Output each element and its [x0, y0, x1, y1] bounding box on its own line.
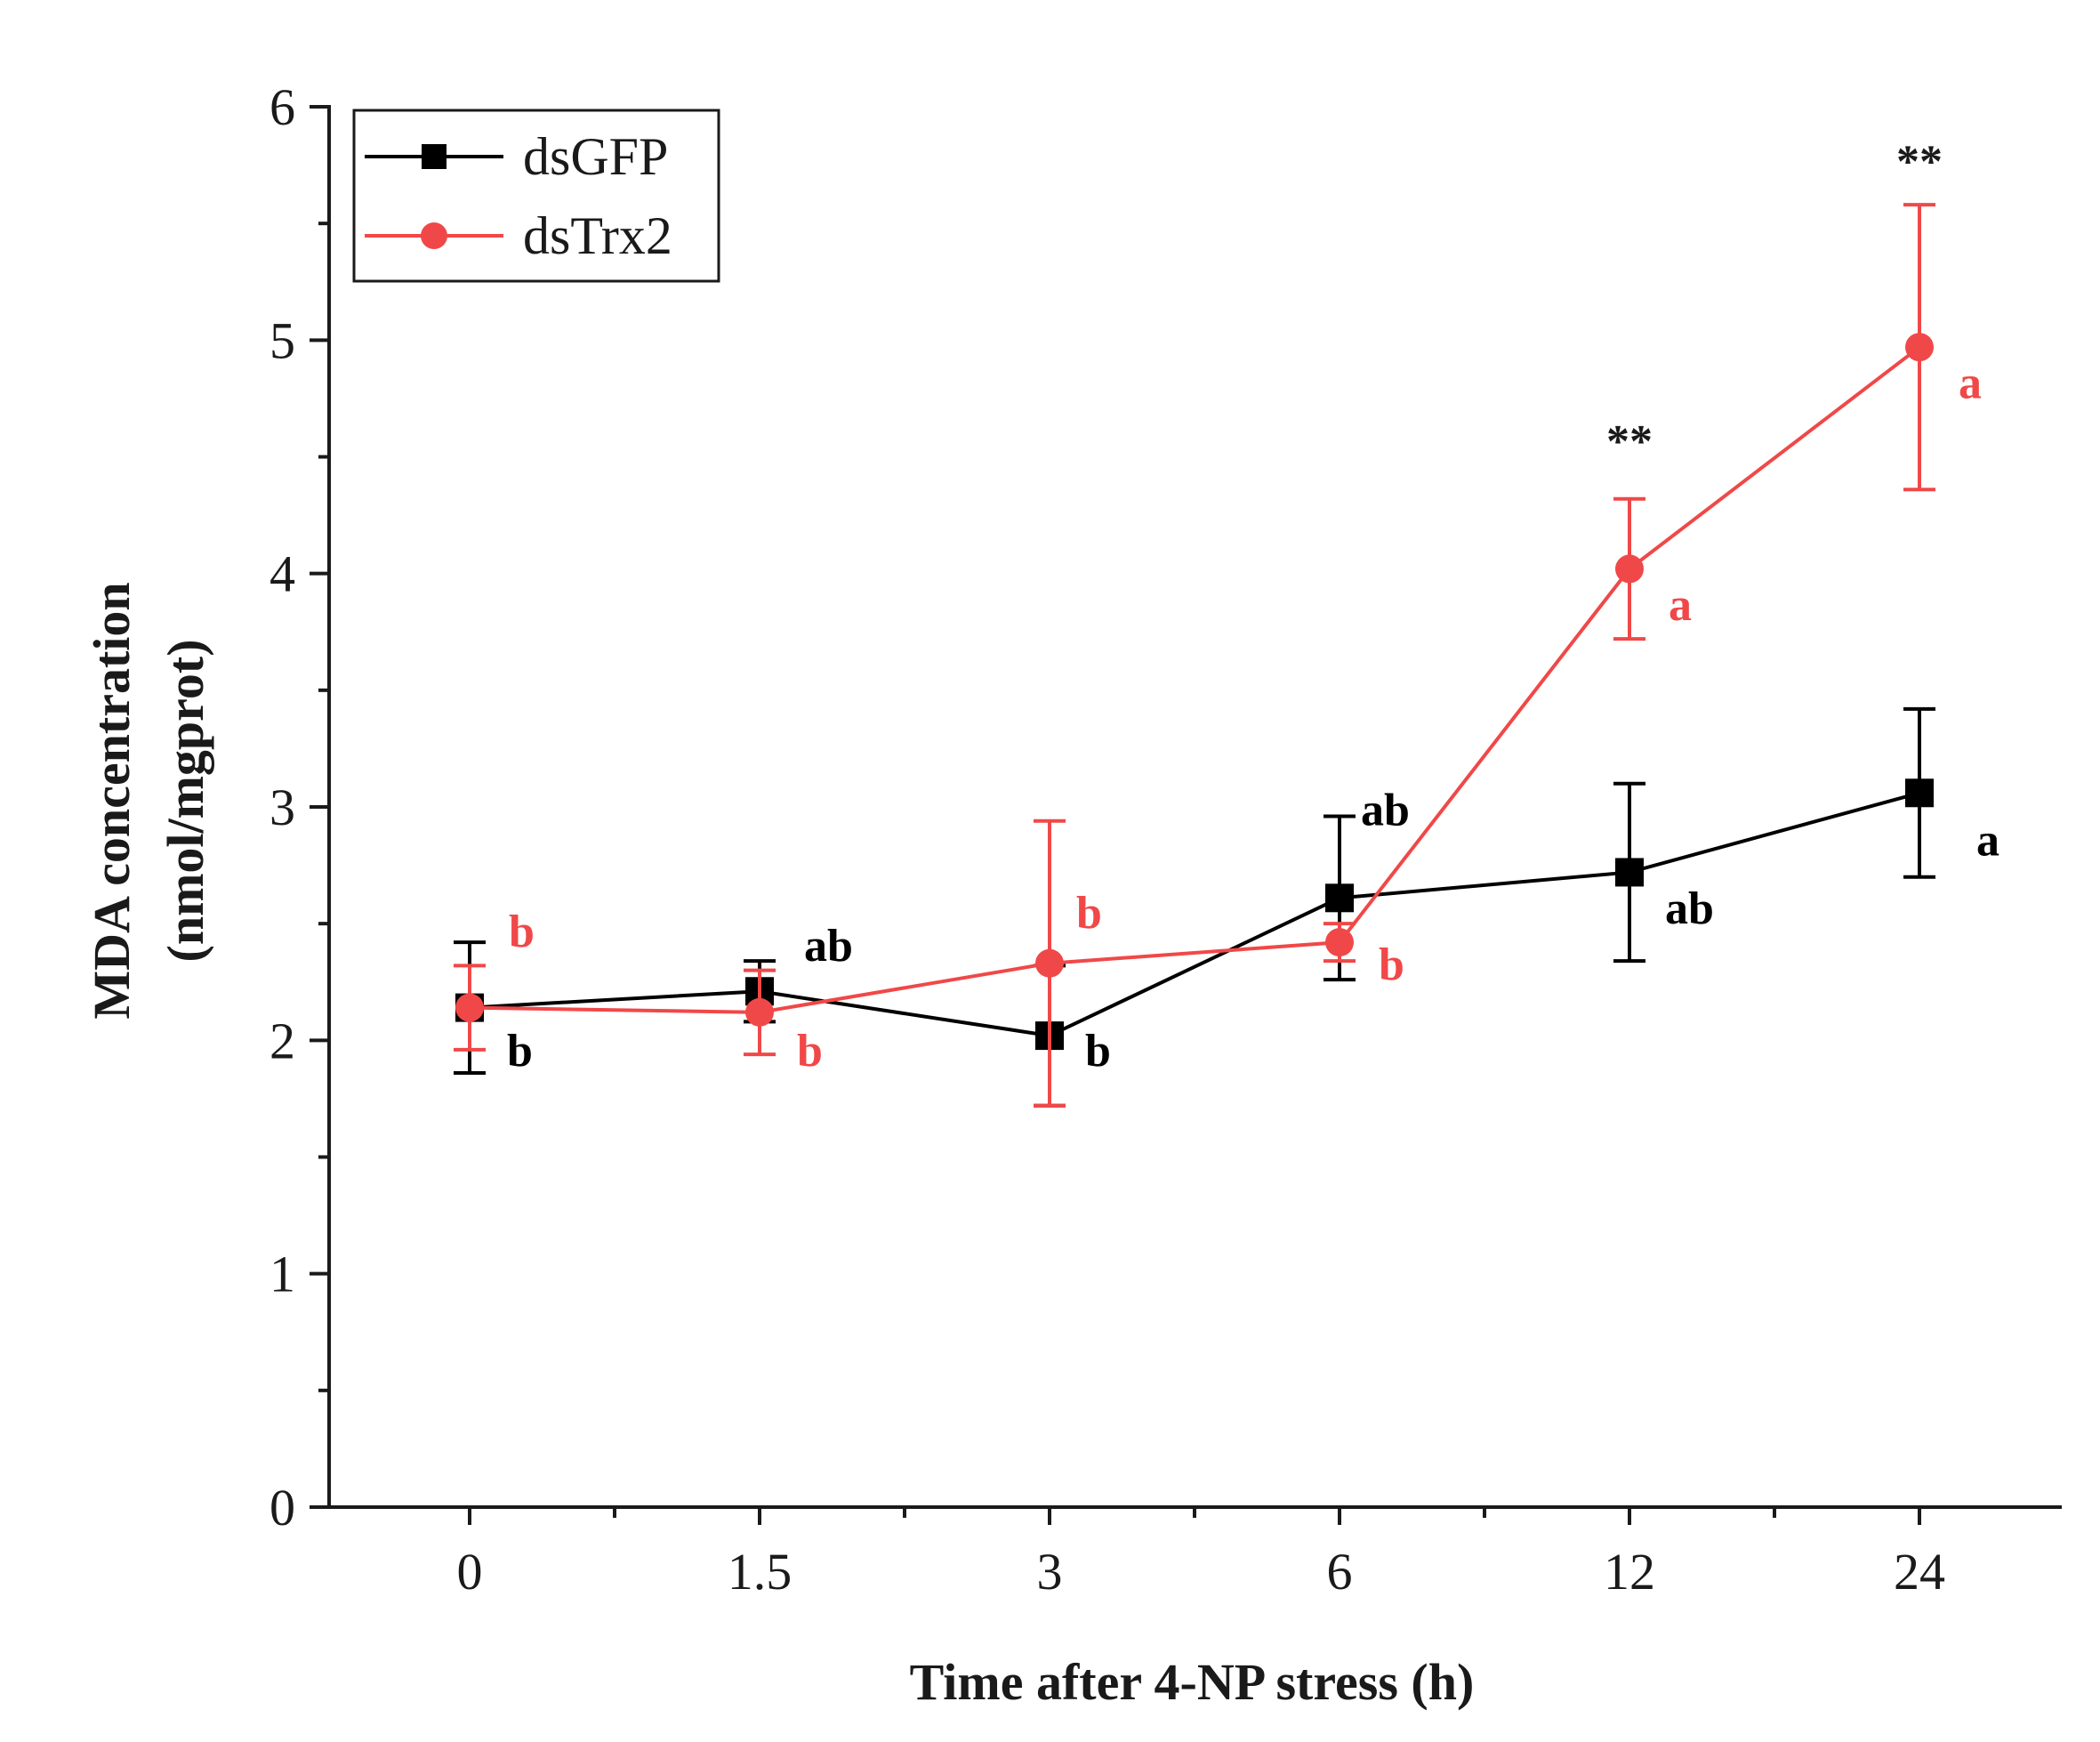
letter-dstrx2-6: b: [1379, 940, 1404, 990]
letter-dsgfp-24: a: [1976, 816, 1999, 867]
y-ticks: 0 1 2 3 4 5 6: [270, 78, 329, 1536]
letter-dsgfp-6: ab: [1361, 786, 1410, 836]
x-tick-label-1-5: 1.5: [728, 1543, 793, 1601]
point-dstrx2-24: [1905, 333, 1934, 362]
letter-dstrx2-24: a: [1959, 359, 1982, 409]
y-tick-label-2: 2: [270, 1012, 295, 1069]
letter-dstrx2-1-5: b: [797, 1026, 823, 1077]
y-axis-title-line2: (nmol/mgprot): [157, 639, 214, 962]
point-dstrx2-6: [1325, 928, 1354, 957]
y-tick-label-5: 5: [270, 311, 295, 369]
point-dstrx2-1-5: [745, 997, 774, 1027]
letter-dstrx2-0: b: [509, 907, 535, 957]
series-line-dstrx2: [469, 345, 1921, 1014]
point-dstrx2-12: [1615, 554, 1644, 584]
series-dstrx2: [454, 203, 1935, 1108]
point-dsgfp-12: [1615, 858, 1644, 887]
point-dstrx2-3: [1035, 948, 1064, 978]
y-tick-label-1: 1: [270, 1246, 295, 1303]
y-tick-label-4: 4: [270, 545, 295, 603]
legend: dsGFP dsTrx2: [352, 109, 720, 283]
y-tick-label-6: 6: [270, 78, 295, 136]
significance-24: **: [1896, 136, 1943, 187]
point-dstrx2-0: [455, 993, 484, 1022]
letter-dstrx2-3: b: [1076, 888, 1102, 939]
point-dsgfp-6: [1325, 883, 1354, 913]
x-tick-label-24: 24: [1894, 1543, 1945, 1601]
legend-marker-dstrx2: [421, 222, 447, 249]
y-tick-label-3: 3: [270, 778, 295, 836]
letter-dsgfp-0: b: [507, 1026, 533, 1077]
x-tick-label-0: 0: [457, 1543, 483, 1601]
x-tick-label-6: 6: [1327, 1543, 1353, 1601]
x-tick-label-3: 3: [1037, 1543, 1063, 1601]
letter-dstrx2-12: a: [1669, 580, 1692, 631]
y-axis-title-line1: MDA concentration: [83, 582, 141, 1019]
legend-label-dsgfp: dsGFP: [523, 127, 668, 186]
letter-dsgfp-1-5: ab: [804, 921, 853, 972]
x-axis-title: Time after 4-NP stress (h): [910, 1653, 1475, 1711]
y-tick-label-0: 0: [270, 1479, 295, 1536]
x-tick-label-12: 12: [1604, 1543, 1655, 1601]
point-dsgfp-24: [1905, 778, 1934, 808]
series-layer: [454, 203, 1935, 1108]
x-ticks: 0 1.5 3 6 12 24: [457, 1507, 1945, 1601]
significance-12: **: [1606, 416, 1653, 467]
letter-dsgfp-12: ab: [1665, 883, 1714, 934]
series-line-dsgfp: [469, 791, 1920, 1038]
legend-box: [352, 109, 720, 283]
legend-marker-dsgfp: [422, 144, 447, 169]
axes: [327, 105, 2062, 1509]
letter-dsgfp-3: b: [1085, 1026, 1111, 1077]
legend-label-dstrx2: dsTrx2: [523, 206, 672, 265]
